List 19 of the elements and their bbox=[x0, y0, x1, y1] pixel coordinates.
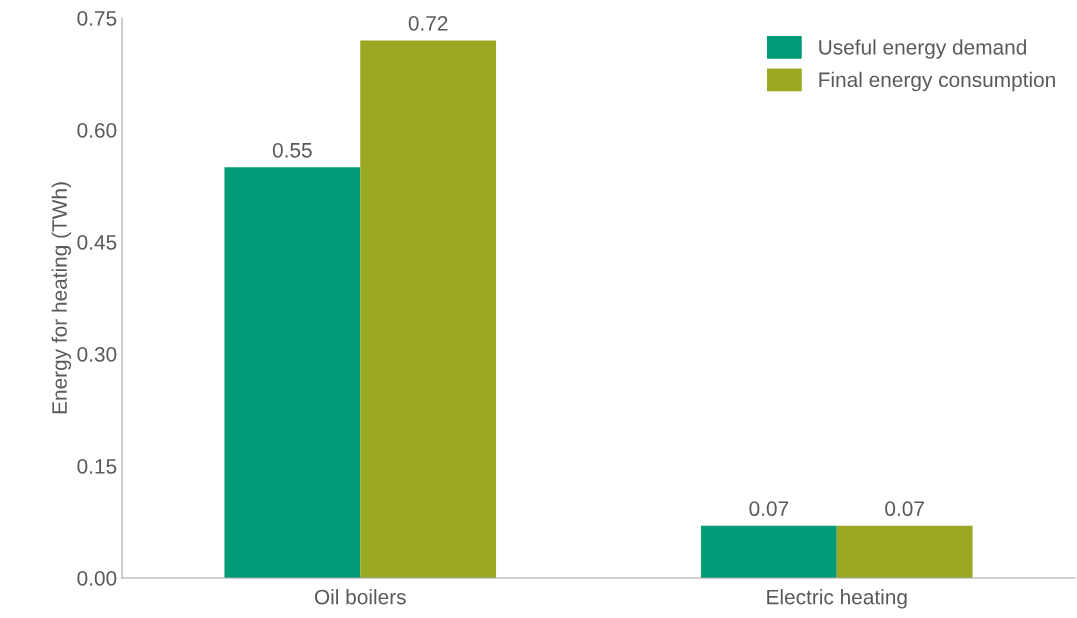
bar bbox=[224, 167, 361, 578]
legend-label: Final energy consumption bbox=[819, 71, 1055, 92]
y-tick-label: 0.75 bbox=[77, 11, 117, 26]
y-axis-title: Energy for heating (TWh) bbox=[51, 182, 72, 414]
bar bbox=[360, 40, 497, 578]
bar bbox=[700, 525, 837, 578]
data-label: 0.72 bbox=[408, 15, 448, 31]
data-label: 0.55 bbox=[272, 142, 312, 158]
data-label: 0.07 bbox=[749, 501, 789, 517]
y-tick-label: 0.30 bbox=[77, 347, 117, 362]
y-tick-label: 0.15 bbox=[77, 459, 117, 474]
y-tick-label: 0.45 bbox=[77, 235, 117, 250]
y-tick-label: 0.00 bbox=[77, 571, 117, 586]
bar bbox=[836, 525, 973, 578]
x-tick-label: Electric heating bbox=[767, 589, 907, 609]
y-tick-label: 0.60 bbox=[77, 123, 117, 138]
data-label: 0.07 bbox=[885, 501, 924, 517]
x-tick-label: Oil boilers bbox=[314, 589, 406, 605]
legend-label: Useful energy demand bbox=[819, 39, 1026, 59]
